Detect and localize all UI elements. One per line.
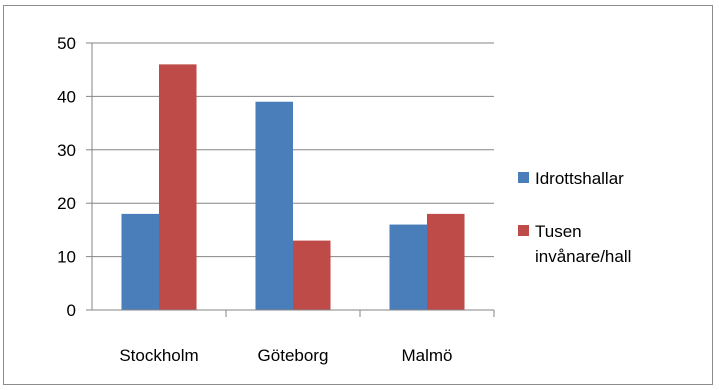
axes: 0 10 20 30 40 50 Stockholm Göteborg Malmö xyxy=(57,34,495,365)
legend-swatch xyxy=(518,225,529,236)
bar-tusen-inv-nare-hall-1 xyxy=(293,240,331,310)
x-tick-label: Malmö xyxy=(401,346,452,365)
bars xyxy=(121,64,465,311)
y-tick-label: 40 xyxy=(57,87,76,106)
bar-tusen-inv-nare-hall-0 xyxy=(159,64,197,310)
chart-frame xyxy=(3,5,713,385)
y-tick-label: 20 xyxy=(57,194,76,213)
bar-idrottshallar-0 xyxy=(121,213,159,310)
y-tick-label: 50 xyxy=(57,34,76,53)
y-tick-label: 10 xyxy=(57,248,76,267)
legend-swatch xyxy=(518,172,529,183)
x-tick-label: Stockholm xyxy=(119,346,198,365)
bar-tusen-inv-nare-hall-2 xyxy=(427,213,465,310)
legend-label: Idrottshallar xyxy=(535,169,624,188)
x-tick-label: Göteborg xyxy=(258,346,329,365)
y-tick-label: 0 xyxy=(67,301,76,320)
y-tick-label: 30 xyxy=(57,141,76,160)
legend: Idrottshallar Tusen invånare/hall xyxy=(518,169,631,266)
legend-label: Tusen xyxy=(535,222,582,241)
bar-idrottshallar-2 xyxy=(389,224,427,310)
bar-idrottshallar-1 xyxy=(255,101,293,311)
legend-label: invånare/hall xyxy=(535,247,631,266)
